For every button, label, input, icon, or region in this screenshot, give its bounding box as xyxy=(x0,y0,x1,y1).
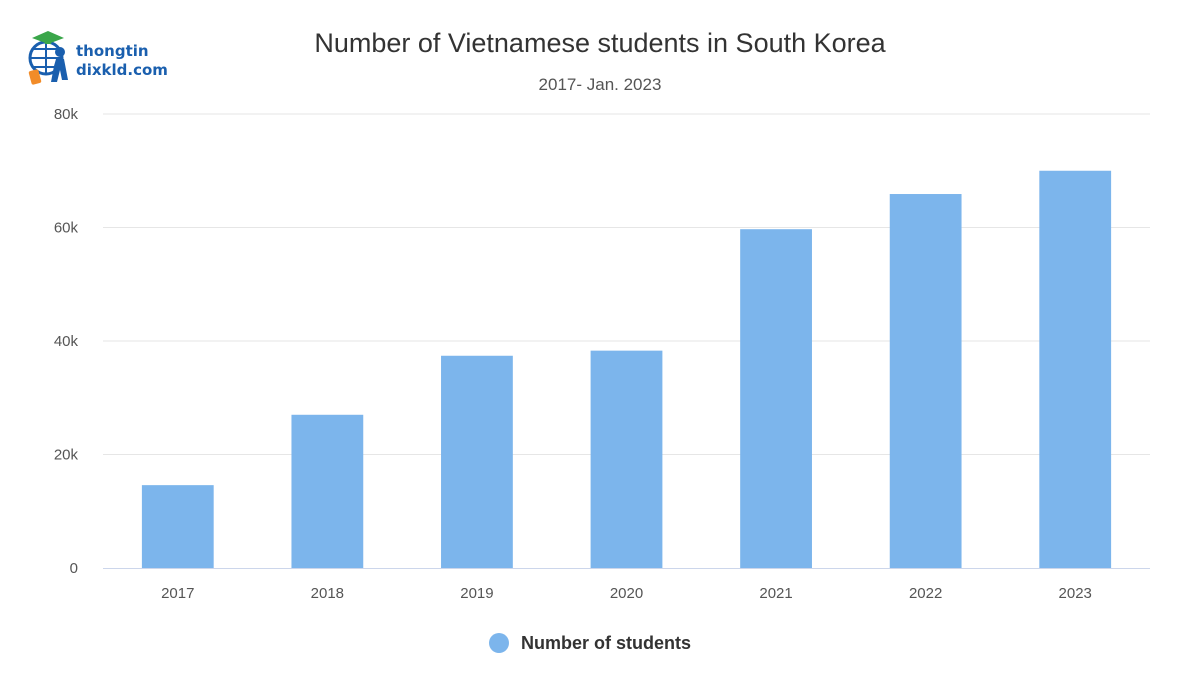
y-tick-label: 80k xyxy=(54,106,79,123)
bar-2019[interactable] xyxy=(441,355,513,568)
x-tick-label: 2017 xyxy=(161,585,194,602)
legend-marker xyxy=(489,633,509,653)
x-axis-ticks: 2017 2018 2019 2020 2021 2022 2023 xyxy=(161,585,1092,602)
legend[interactable]: Number of students xyxy=(489,630,691,656)
x-tick-label: 2020 xyxy=(610,585,643,602)
y-axis-ticks: 0 20k 40k 60k 80k xyxy=(54,106,79,577)
bar-2023[interactable] xyxy=(1039,170,1112,568)
y-tick-label: 40k xyxy=(54,333,79,350)
globe-traveler-icon xyxy=(28,31,68,85)
logo-line-1: thongtin xyxy=(76,42,149,60)
x-tick-label: 2022 xyxy=(909,585,942,602)
logo-line-2: dixkld.com xyxy=(76,61,168,79)
y-tick-label: 20k xyxy=(54,447,79,464)
x-tick-label: 2018 xyxy=(311,585,344,602)
bar-2018[interactable] xyxy=(291,414,364,568)
bar-2020[interactable] xyxy=(590,350,663,568)
y-tick-label: 60k xyxy=(54,220,79,237)
bars xyxy=(141,170,1112,568)
legend-label: Number of students xyxy=(521,632,692,653)
x-tick-label: 2019 xyxy=(460,585,493,602)
bar-2022[interactable] xyxy=(889,194,962,568)
chart-title: Number of Vietnamese students in South K… xyxy=(314,28,886,58)
y-tick-label: 0 xyxy=(70,560,78,577)
x-tick-label: 2021 xyxy=(759,585,792,602)
bar-2021[interactable] xyxy=(740,229,812,568)
bar-2017[interactable] xyxy=(141,485,214,568)
x-tick-label: 2023 xyxy=(1059,585,1092,602)
site-logo: thongtin dixkld.com xyxy=(24,22,174,92)
chart-subtitle: 2017- Jan. 2023 xyxy=(538,75,662,94)
